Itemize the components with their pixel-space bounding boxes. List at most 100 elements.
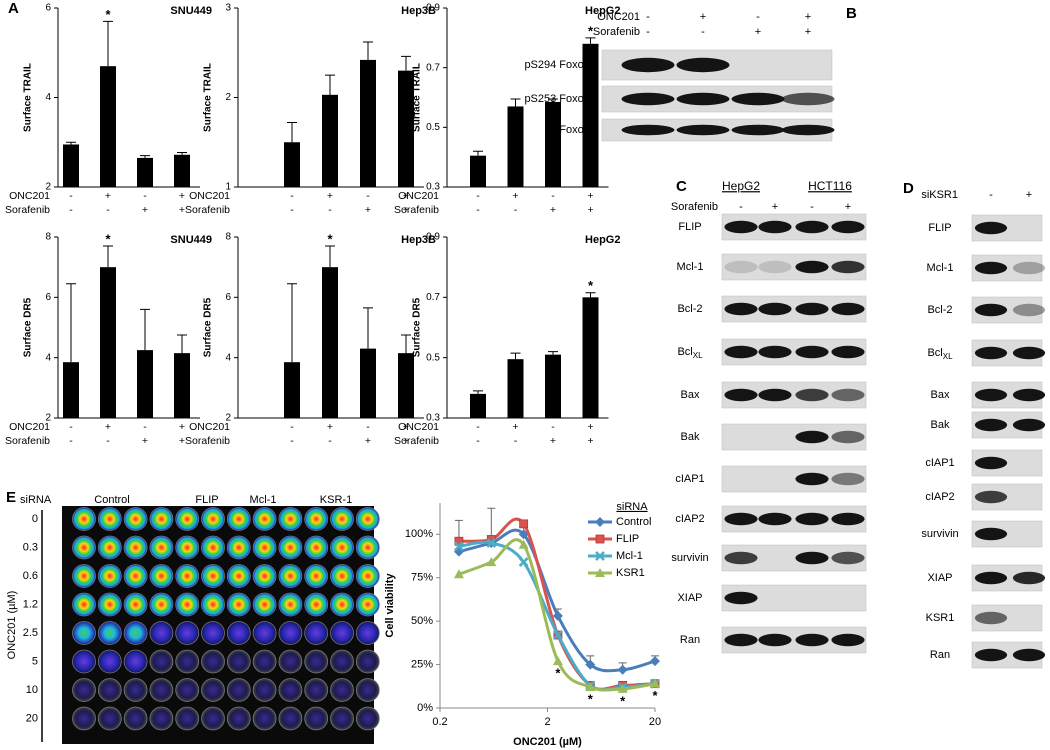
error-bar (177, 334, 187, 354)
condition-sign: - (290, 435, 294, 447)
blot-band (724, 633, 758, 647)
y-tick-label: 75% (411, 572, 433, 584)
blot-band (974, 346, 1008, 360)
plate-well (72, 592, 96, 617)
blot-label-text: Bax (931, 389, 950, 401)
blot-band (831, 430, 865, 444)
marker (617, 683, 628, 693)
blot-label: pS253 Foxo3a (524, 93, 596, 105)
blot-band (724, 260, 758, 274)
blot-band (676, 124, 730, 136)
condition-sign: - (143, 190, 147, 202)
plate-well (201, 621, 225, 645)
marker (518, 557, 529, 567)
error-bar (510, 352, 521, 360)
blot-label: XIAP (677, 592, 702, 604)
plate-well (123, 507, 148, 531)
blot-label-text: pS253 Foxo3a (524, 93, 596, 105)
plate-well (304, 706, 329, 731)
marker (595, 568, 605, 577)
condition-name: ONC201 (189, 190, 230, 202)
plate-well (201, 592, 225, 617)
bar (398, 70, 414, 187)
y-tick-label: 0% (417, 702, 433, 714)
y-tick-label: 4 (225, 352, 231, 363)
blot-band (724, 345, 758, 359)
marker (650, 656, 660, 667)
y-axis-label: Surface DR5 (412, 297, 423, 357)
blot-label: XIAP (927, 572, 952, 584)
plate-well (278, 507, 303, 531)
significance-mark: * (588, 23, 594, 38)
error-bar (140, 308, 150, 351)
blot-band (795, 430, 829, 444)
blot-header-sign: + (1026, 189, 1032, 201)
blot-band (621, 124, 675, 136)
y-tick-label: 0.3 (426, 182, 440, 193)
blot-band (795, 302, 829, 316)
condition-sign: - (106, 435, 110, 447)
significance-mark: * (555, 666, 561, 681)
blot-band (974, 388, 1008, 402)
blot-label: survivin (671, 552, 708, 564)
blot-group: HCT116 (808, 179, 852, 193)
blot-band (676, 92, 730, 106)
blot-band (795, 260, 829, 274)
blot-band (1012, 388, 1046, 402)
condition-sign: + (179, 435, 185, 447)
legend-label: FLIP (616, 533, 639, 545)
error-bar (473, 390, 483, 394)
panel-label: B (846, 5, 857, 22)
plate-well (149, 706, 174, 731)
plate-well (252, 564, 277, 588)
condition-sign: + (550, 204, 556, 216)
blot-label-text: Ran (680, 634, 700, 646)
blot-band (831, 551, 865, 565)
blot-header-sign: + (700, 11, 706, 23)
marker (595, 551, 605, 561)
legend-label: KSR1 (616, 567, 645, 579)
x-tick-label: 2 (544, 716, 550, 728)
blot-band (974, 303, 1008, 317)
plate-well (175, 621, 200, 645)
plate-well (278, 592, 303, 617)
blot-header-sign: + (755, 26, 761, 38)
y-tick-label: 0.5 (426, 122, 440, 133)
bar (137, 350, 153, 418)
plate-well (278, 706, 303, 731)
blot-band (795, 388, 829, 402)
blot-band (974, 418, 1008, 432)
plate-well (355, 649, 380, 674)
blot-label-text: cIAP1 (675, 473, 704, 485)
blot-label: Bcl-2 (927, 304, 952, 316)
blot-band (1012, 346, 1046, 360)
significance-mark: * (620, 693, 626, 708)
error-bar (510, 98, 521, 107)
plate-row-label: 20 (26, 712, 38, 724)
y-tick-label: 0.3 (426, 413, 440, 424)
y-tick-label: 0.7 (426, 62, 440, 73)
blot-label-text: XIAP (677, 592, 702, 604)
blot-band (724, 302, 758, 316)
plate-well (97, 535, 122, 560)
blot-label-text: cIAP1 (925, 457, 954, 469)
plate-row-label: 0 (32, 513, 38, 525)
plate-well (330, 621, 354, 645)
panel-label: D (903, 180, 914, 197)
blot-band (1012, 303, 1046, 317)
blot-label-text: Mcl-1 (927, 262, 954, 274)
plate-well (175, 678, 200, 702)
blot-header-name: ONC201 (597, 11, 640, 23)
marker (650, 678, 660, 688)
chart-title: Hep3B (401, 234, 436, 246)
blot-label: FLIP (678, 221, 701, 233)
condition-sign: + (403, 204, 409, 216)
blot-band (795, 633, 829, 647)
blot-label: Bak (681, 431, 700, 443)
error-bar (401, 334, 411, 354)
blot-band (731, 124, 785, 136)
marker (617, 664, 628, 675)
blot-band (831, 633, 865, 647)
x-tick-label: 20 (649, 716, 661, 728)
error-bar (103, 245, 113, 268)
